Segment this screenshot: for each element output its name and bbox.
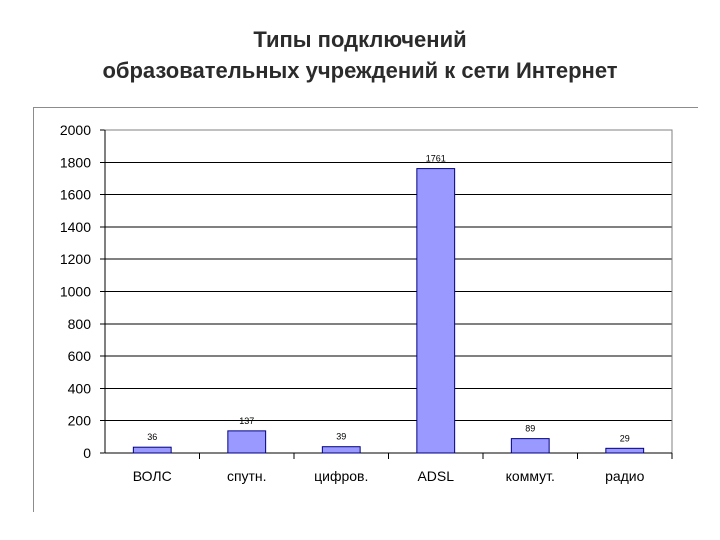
data-label: 36 — [147, 432, 157, 442]
data-label: 29 — [620, 433, 630, 443]
x-tick-label: цифров. — [314, 468, 368, 484]
chart-title: Типы подключений образовательных учрежде… — [0, 24, 720, 86]
x-tick-label: ADSL — [417, 468, 454, 484]
bars — [132, 168, 645, 454]
bar — [321, 446, 361, 454]
data-label: 39 — [336, 432, 346, 442]
data-label: 137 — [239, 416, 254, 426]
x-tick-label: коммут. — [506, 468, 555, 484]
bar — [605, 447, 645, 454]
y-tick-label: 600 — [68, 348, 92, 364]
y-tick-label: 1600 — [60, 187, 91, 203]
bar — [510, 438, 550, 454]
bar — [227, 430, 267, 454]
x-tick-labels: ВОЛС спутн. цифров. ADSL коммут. радио — [133, 468, 645, 484]
x-tick-label: ВОЛС — [133, 468, 172, 484]
data-label: 89 — [525, 424, 535, 434]
y-tick-label: 1400 — [60, 219, 91, 235]
chart-title-line-2: образовательных учреждений к сети Интерн… — [102, 58, 618, 83]
y-tick-label: 2000 — [60, 122, 91, 138]
bar — [416, 168, 456, 454]
y-tick-label: 1800 — [60, 154, 91, 170]
y-tick-label: 200 — [68, 413, 92, 429]
grid-lines — [105, 129, 672, 454]
y-tick-label: 1000 — [60, 284, 91, 300]
data-labels: 36 137 39 1761 89 29 — [147, 154, 630, 444]
chart-frame — [33, 107, 698, 512]
y-tick-label: 800 — [68, 316, 92, 332]
y-tick-label: 1200 — [60, 251, 91, 267]
x-tick-label: радио — [605, 468, 645, 484]
y-tick-label: 400 — [68, 380, 92, 396]
y-tick-labels: 0 200 400 600 800 1000 1200 1400 1600 1800 2000 — [60, 122, 91, 461]
axes — [100, 129, 673, 459]
data-label: 1761 — [426, 154, 446, 164]
chart-title-line-1: Типы подключений — [253, 27, 467, 52]
bar — [132, 446, 172, 454]
x-tick-label: спутн. — [227, 468, 267, 484]
y-tick-label: 0 — [83, 445, 91, 461]
